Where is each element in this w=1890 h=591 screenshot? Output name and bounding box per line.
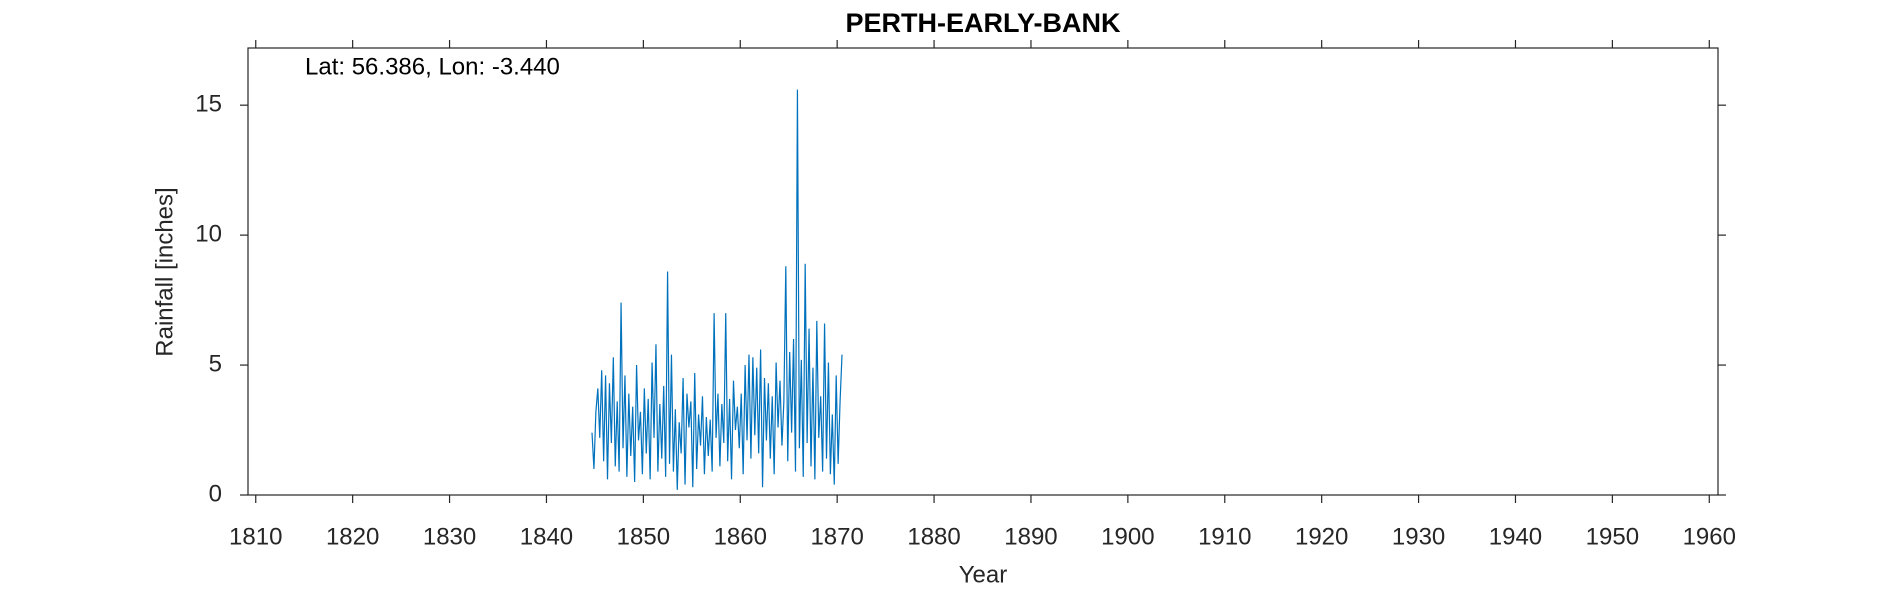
x-tick-label: 1820: [326, 523, 379, 550]
x-tick-label: 1860: [714, 523, 767, 550]
x-tick-label: 1890: [1004, 523, 1057, 550]
y-tick-label: 15: [195, 91, 222, 118]
x-tick-label: 1810: [229, 523, 282, 550]
annotation: Lat: 56.386, Lon: -3.440: [305, 53, 560, 80]
chart-title: PERTH-EARLY-BANK: [845, 8, 1121, 38]
y-axis-label: Rainfall [inches]: [151, 187, 178, 356]
axes-box: [247, 47, 1719, 496]
x-tick-label: 1870: [810, 523, 863, 550]
x-tick-label: 1830: [423, 523, 476, 550]
data-line: [591, 89, 843, 490]
x-tick-label: 1910: [1198, 523, 1251, 550]
x-tick-label: 1960: [1683, 523, 1736, 550]
x-tick-label: 1920: [1295, 523, 1348, 550]
y-tick-label: 5: [209, 350, 222, 377]
y-tick-label: 0: [209, 480, 222, 507]
x-tick-label: 1880: [907, 523, 960, 550]
x-tick-label: 1930: [1392, 523, 1445, 550]
x-axis-label: Year: [959, 561, 1008, 588]
x-tick-label: 1950: [1586, 523, 1639, 550]
y-tick-label: 10: [195, 220, 222, 247]
x-tick-label: 1900: [1101, 523, 1154, 550]
x-tick-label: 1840: [520, 523, 573, 550]
x-tick-label: 1850: [617, 523, 670, 550]
x-tick-label: 1940: [1489, 523, 1542, 550]
